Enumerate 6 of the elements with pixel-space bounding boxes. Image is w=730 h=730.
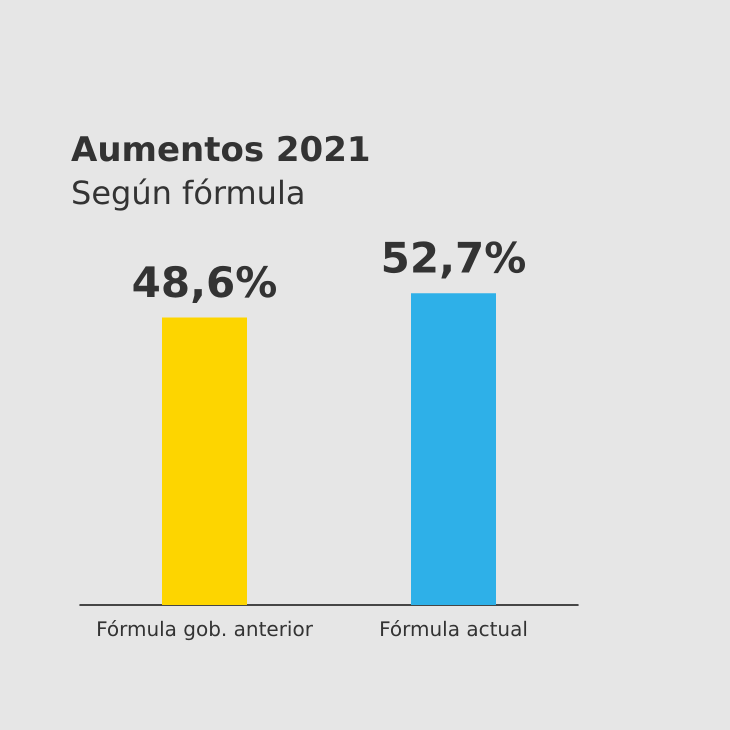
data-label: 52,7% xyxy=(380,234,526,283)
chart-subtitle: Según fórmula xyxy=(71,174,306,212)
x-tick-label: Fórmula gob. anterior xyxy=(96,617,314,641)
chart-title: Aumentos 2021 xyxy=(71,130,371,170)
data-label: 48,6% xyxy=(132,258,278,307)
x-tick-label: Fórmula actual xyxy=(379,617,528,641)
